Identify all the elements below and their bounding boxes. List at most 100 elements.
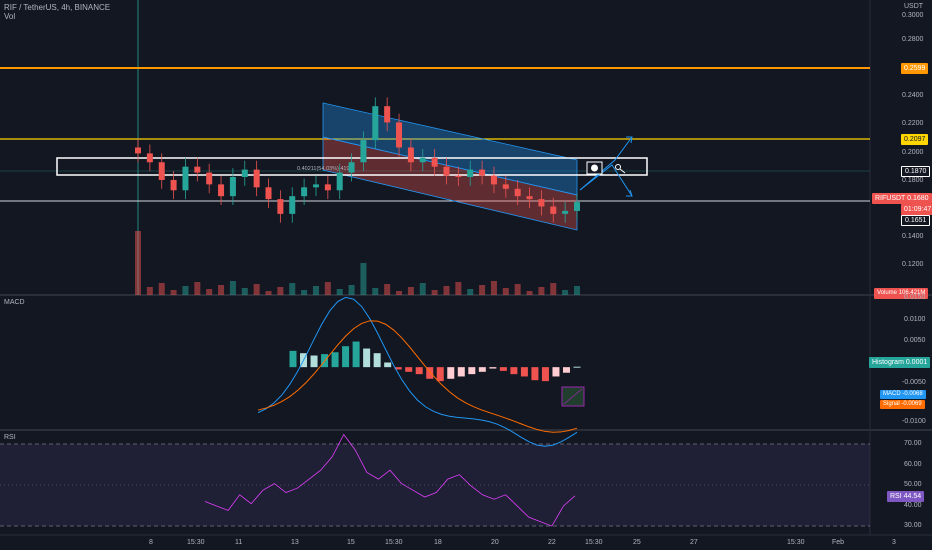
candle[interactable]: [206, 172, 213, 185]
candle[interactable]: [170, 179, 177, 191]
candle[interactable]: [301, 187, 308, 197]
candle[interactable]: [419, 157, 426, 163]
candle[interactable]: [502, 184, 509, 189]
volume-bar: [241, 288, 248, 295]
volume-label: Vol: [4, 12, 16, 21]
volume-bar: [289, 283, 296, 295]
rsi-tick: 40.00: [904, 502, 922, 509]
candle[interactable]: [158, 162, 165, 180]
price-tick: 0.1200: [902, 261, 924, 268]
candle[interactable]: [574, 202, 580, 211]
candle[interactable]: [348, 162, 355, 173]
volume-bar: [360, 263, 367, 295]
macd-tag[interactable]: MACD -0.0068: [880, 390, 926, 399]
candle[interactable]: [384, 106, 391, 123]
candle[interactable]: [182, 166, 189, 191]
price-tick: 0.2400: [902, 92, 924, 99]
candle[interactable]: [229, 177, 236, 197]
candle[interactable]: [289, 196, 296, 214]
time-label: 22: [548, 539, 556, 546]
key-icon[interactable]: [615, 164, 626, 174]
candle[interactable]: [396, 122, 403, 148]
candle[interactable]: [550, 206, 557, 214]
candle[interactable]: [526, 196, 533, 200]
volume-bar: [158, 283, 165, 295]
macd-histogram-bar: [447, 367, 455, 379]
price-tick: 0.2800: [902, 36, 924, 43]
orange-level-tag[interactable]: 0.2599: [901, 63, 929, 74]
candle[interactable]: [538, 199, 545, 207]
candle[interactable]: [265, 187, 272, 200]
time-label: 8: [149, 539, 153, 546]
volume-bar: [407, 287, 414, 295]
yellow-level-tag[interactable]: 0.2097: [901, 134, 929, 145]
volume-bar: [372, 288, 379, 295]
countdown-tag: 01:09:47: [901, 204, 932, 215]
macd-tick: 0.0100: [904, 316, 926, 323]
rsi-tag[interactable]: RSI 44.54: [887, 491, 925, 502]
candle[interactable]: [455, 175, 462, 177]
candle[interactable]: [194, 166, 201, 173]
macd-histogram-bar: [552, 367, 560, 377]
candle[interactable]: [218, 184, 225, 197]
time-label: 15: [347, 539, 355, 546]
rsi-line[interactable]: [204, 433, 576, 527]
time-label: 27: [690, 539, 698, 546]
candle[interactable]: [479, 169, 486, 176]
box-low-tag[interactable]: 0.1651: [901, 215, 931, 226]
candle[interactable]: [514, 188, 521, 197]
macd-histogram-bar: [520, 367, 528, 377]
candle[interactable]: [407, 147, 414, 163]
macd-histogram-bar: [310, 355, 318, 368]
volume-tag: Volume 106.421M: [874, 288, 929, 299]
time-label: Feb: [832, 539, 845, 546]
time-label: 15:30: [585, 539, 603, 546]
macd-histogram-bar: [573, 366, 581, 368]
price-tick: 0.3000: [902, 12, 924, 19]
candle[interactable]: [467, 169, 474, 177]
volume-bar: [538, 287, 545, 295]
macd-tick: 0.0150: [904, 294, 926, 301]
histogram-tag[interactable]: Histogram 0.0001: [869, 357, 931, 368]
candle[interactable]: [253, 169, 260, 188]
time-label: 25: [633, 539, 641, 546]
currency-label: USDT: [904, 3, 924, 10]
macd-line[interactable]: [257, 296, 578, 447]
candle[interactable]: [135, 147, 141, 154]
candle[interactable]: [146, 153, 153, 163]
symbol-price-tag[interactable]: RIFUSDT 0.1680: [872, 193, 932, 204]
macd-histogram-bar: [373, 353, 381, 368]
candle[interactable]: [431, 157, 438, 167]
time-label: 15:30: [385, 539, 403, 546]
candle[interactable]: [443, 166, 450, 176]
candle[interactable]: [490, 175, 497, 185]
volume-bar: [562, 290, 569, 295]
box-level-tag[interactable]: 0.1870: [901, 166, 931, 177]
volume-bar: [170, 290, 177, 295]
volume-bar: [479, 285, 486, 295]
time-label: 3: [892, 539, 896, 546]
volume-bar: [443, 286, 450, 295]
signal-tag[interactable]: Signal -0.0069: [880, 400, 925, 409]
macd-histogram-bar: [394, 367, 402, 370]
volume-bar: [229, 281, 236, 295]
candle[interactable]: [241, 169, 248, 177]
candle[interactable]: [562, 210, 569, 214]
candle[interactable]: [277, 199, 284, 214]
macd-histogram-bar: [289, 350, 297, 368]
support-zone-box[interactable]: [56, 157, 648, 176]
lock-icon[interactable]: [586, 161, 603, 175]
price-tick: 0.2000: [902, 149, 924, 156]
candle[interactable]: [324, 184, 331, 191]
time-label: 11: [235, 539, 243, 546]
candle[interactable]: [360, 140, 367, 163]
projection-up-line[interactable]: [579, 136, 633, 191]
candle[interactable]: [372, 106, 379, 141]
candle[interactable]: [312, 184, 319, 188]
macd-histogram-bar: [405, 367, 413, 372]
time-label: 15:30: [187, 539, 205, 546]
projection-down-line[interactable]: [579, 164, 633, 197]
candle[interactable]: [336, 172, 343, 191]
signal-line[interactable]: [257, 320, 578, 433]
